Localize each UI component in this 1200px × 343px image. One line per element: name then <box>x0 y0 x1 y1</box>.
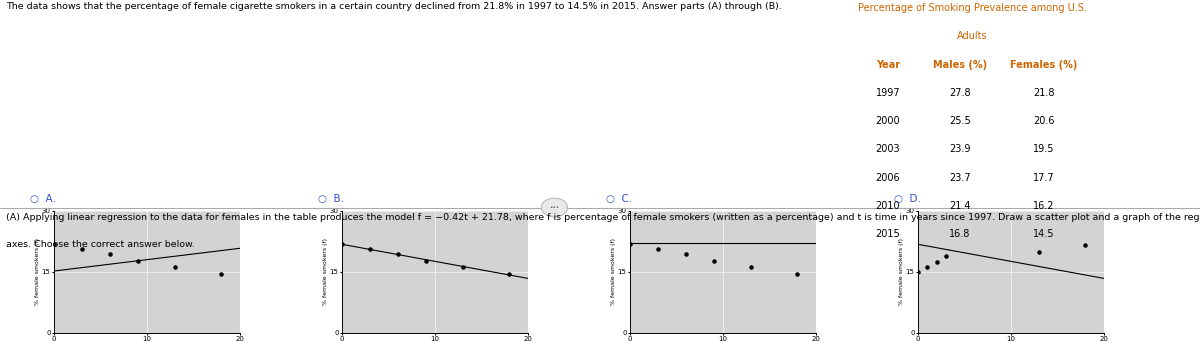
Text: The data shows that the percentage of female cigarette smokers in a certain coun: The data shows that the percentage of fe… <box>6 2 782 11</box>
Text: Males (%): Males (%) <box>932 60 988 70</box>
Y-axis label: % female smokers (f): % female smokers (f) <box>899 238 904 305</box>
Point <box>360 246 379 252</box>
Point <box>388 251 407 256</box>
Point <box>72 246 91 252</box>
Text: 17.7: 17.7 <box>1033 173 1055 182</box>
Text: axes. Choose the correct answer below.: axes. Choose the correct answer below. <box>6 240 194 249</box>
Text: 14.5: 14.5 <box>1033 229 1055 239</box>
Text: (A) Applying linear regression to the data for females in the table produces the: (A) Applying linear regression to the da… <box>6 213 1200 222</box>
Point <box>677 251 696 256</box>
Text: 2000: 2000 <box>876 116 900 126</box>
Point <box>454 264 473 270</box>
Text: 21.8: 21.8 <box>1033 88 1055 98</box>
Point <box>166 264 185 270</box>
Text: 20.6: 20.6 <box>1033 116 1055 126</box>
Text: 19.5: 19.5 <box>1033 144 1055 154</box>
Point <box>44 241 64 247</box>
Text: Percentage of Smoking Prevalence among U.S.: Percentage of Smoking Prevalence among U… <box>858 3 1086 13</box>
Text: 21.4: 21.4 <box>949 201 971 211</box>
Point <box>648 246 667 252</box>
Text: Year: Year <box>876 60 900 70</box>
Point <box>704 258 724 264</box>
Point <box>499 271 518 276</box>
Point <box>908 269 928 274</box>
Text: 23.9: 23.9 <box>949 144 971 154</box>
Text: 16.2: 16.2 <box>1033 201 1055 211</box>
Point <box>742 264 761 270</box>
Text: Adults: Adults <box>956 31 988 41</box>
Point <box>101 251 120 256</box>
Text: ○  D.: ○ D. <box>894 194 920 204</box>
Point <box>1076 243 1096 248</box>
Y-axis label: % female smokers (f): % female smokers (f) <box>611 238 616 305</box>
Text: 23.7: 23.7 <box>949 173 971 182</box>
Text: 27.8: 27.8 <box>949 88 971 98</box>
Text: 1997: 1997 <box>876 88 900 98</box>
Point <box>918 264 937 270</box>
Point <box>212 271 232 276</box>
Text: ○  A.: ○ A. <box>30 194 56 204</box>
Text: •••: ••• <box>550 205 559 210</box>
Point <box>128 258 148 264</box>
Text: 2010: 2010 <box>876 201 900 211</box>
Point <box>416 258 436 264</box>
Text: ○  C.: ○ C. <box>606 194 632 204</box>
Text: Females (%): Females (%) <box>1010 60 1078 70</box>
Y-axis label: % female smokers (f): % female smokers (f) <box>35 238 40 305</box>
Text: 25.5: 25.5 <box>949 116 971 126</box>
Text: 2003: 2003 <box>876 144 900 154</box>
Y-axis label: % female smokers (f): % female smokers (f) <box>323 238 328 305</box>
Text: 16.8: 16.8 <box>949 229 971 239</box>
Text: ○  B.: ○ B. <box>318 194 344 204</box>
Point <box>1030 249 1049 254</box>
Point <box>788 271 808 276</box>
Point <box>928 259 947 264</box>
Text: 2006: 2006 <box>876 173 900 182</box>
Point <box>620 241 640 247</box>
Text: 2015: 2015 <box>876 229 900 239</box>
Point <box>936 254 955 259</box>
Point <box>332 241 352 247</box>
